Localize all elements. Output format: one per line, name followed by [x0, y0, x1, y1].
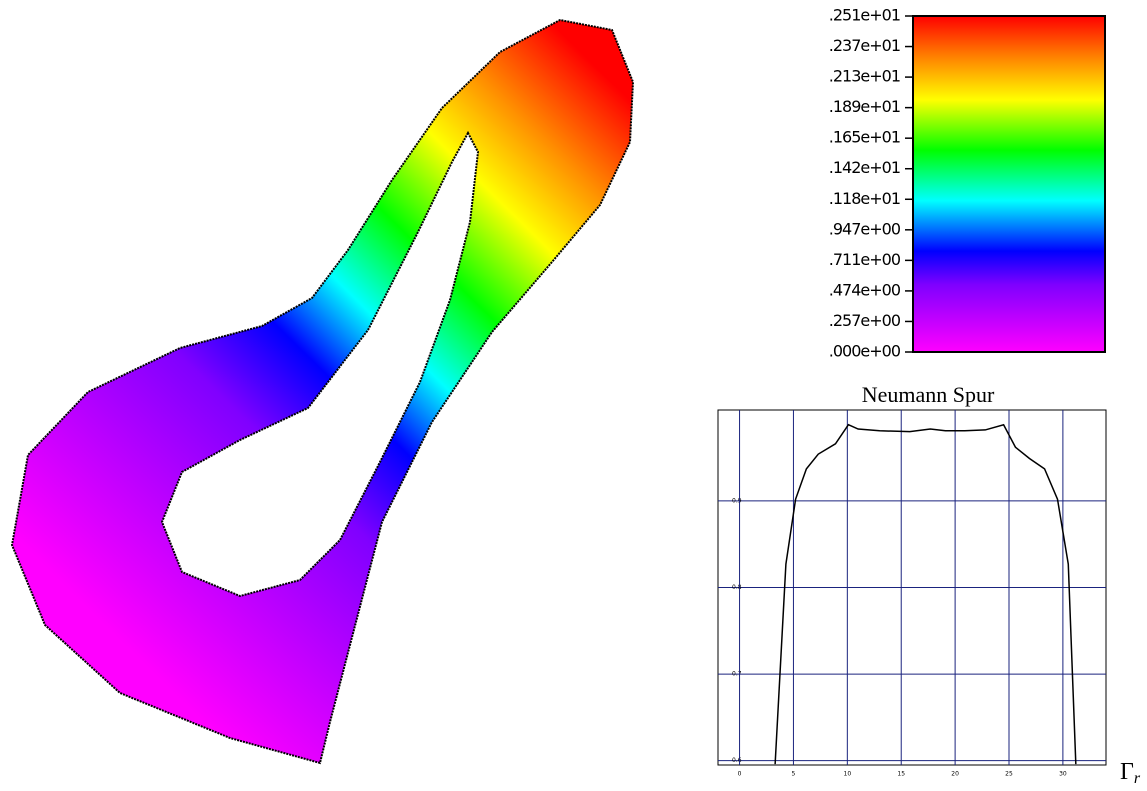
- figure: Neumann Spur Γr .251e+01 .237e+01 .213e+01…: [0, 0, 1147, 787]
- colorbar-label: .474e+00: [829, 280, 901, 299]
- x-axis-label: Γr: [1120, 759, 1141, 787]
- x-tick-label: 25: [1005, 771, 1013, 778]
- colorbar-label: .947e+00: [829, 219, 901, 238]
- colorbar-label: .251e+01: [829, 6, 900, 25]
- colorbar-label: .165e+01: [829, 128, 900, 147]
- colorbar: [913, 16, 1105, 352]
- y-tick-label: 0.8: [732, 584, 742, 591]
- x-tick-label: 0: [738, 771, 742, 778]
- data-line: [775, 425, 1076, 764]
- domain-plot: [12, 20, 633, 763]
- y-tick-label: 0.9: [732, 497, 742, 504]
- colorbar-label: .711e+00: [829, 250, 901, 269]
- colorbar-label: .118e+01: [829, 189, 900, 208]
- y-tick-label: 0.7: [732, 671, 742, 678]
- colorbar-label: .189e+01: [829, 97, 900, 116]
- colorbar-label: .213e+01: [829, 67, 900, 86]
- y-tick-label: 0.6: [732, 757, 742, 764]
- colorbar-label: .000e+00: [829, 342, 901, 361]
- x-tick-label: 10: [844, 771, 852, 778]
- x-tick-label: 30: [1059, 771, 1067, 778]
- x-tick-label: 20: [951, 771, 959, 778]
- x-axis-label-main: Γ: [1120, 759, 1134, 785]
- chart-title: Neumann Spur: [862, 382, 995, 407]
- colorbar-label: .237e+01: [829, 36, 900, 55]
- x-tick-label: 15: [897, 771, 905, 778]
- x-tick-label: 5: [792, 771, 796, 778]
- page: {"colorbar": {"labels": [".251e+01", ".2…: [0, 0, 1147, 787]
- colorbar-label: .142e+01: [829, 158, 900, 177]
- colorbar-label: .257e+00: [829, 311, 901, 330]
- x-axis-label-subscript: r: [1134, 770, 1141, 787]
